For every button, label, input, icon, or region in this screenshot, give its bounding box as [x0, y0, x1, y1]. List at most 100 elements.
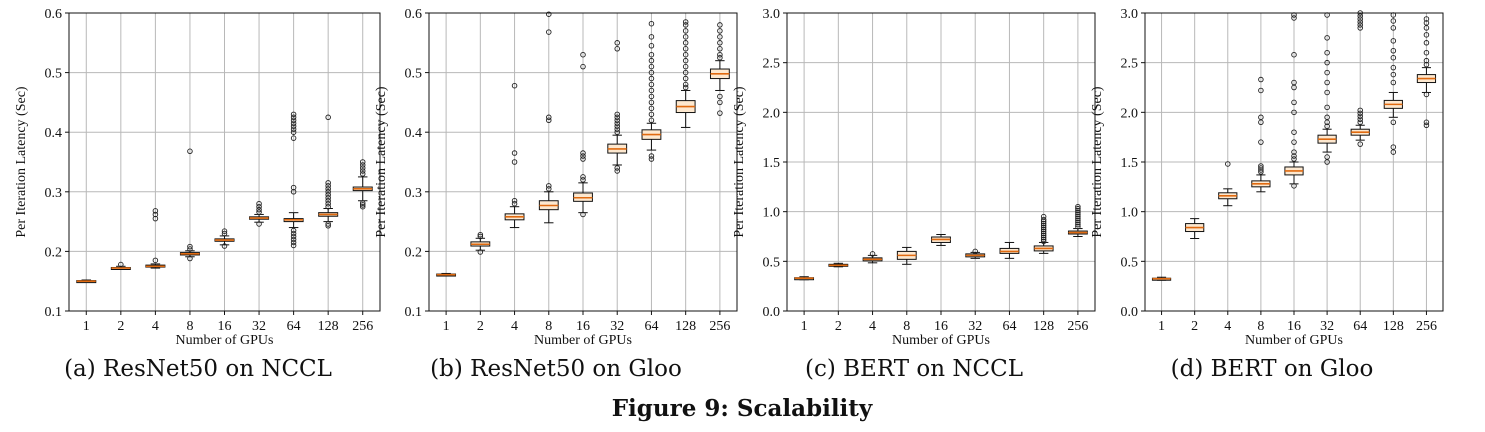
outlier-point [221, 243, 228, 249]
outlier-point [1390, 71, 1397, 78]
outlier-point [972, 248, 978, 255]
y-tick-label: 0.4 [45, 126, 63, 141]
x-tick-label: 1 [1158, 319, 1165, 334]
outlier-point [256, 203, 262, 210]
x-tick-label: 4 [1224, 319, 1231, 334]
outlier-point [359, 162, 366, 168]
outlier-point [580, 63, 586, 70]
outlier-point [682, 84, 689, 91]
outlier-point [1040, 216, 1047, 223]
outlier-point [648, 111, 655, 118]
box-4 [862, 251, 883, 264]
outlier-point [614, 117, 620, 124]
box-2 [828, 262, 849, 268]
outlier-point [1291, 129, 1297, 135]
x-tick-label: 8 [903, 319, 910, 334]
outlier-point [717, 28, 723, 34]
x-axis-label: Number of GPUs [534, 333, 632, 348]
y-tick-label: 2.5 [1121, 57, 1139, 72]
outlier-point [682, 28, 689, 34]
outlier-point [546, 186, 552, 192]
box-32 [607, 40, 628, 174]
y-tick-label: 0.5 [45, 67, 63, 82]
outlier-point [290, 129, 297, 135]
outlier-point [648, 43, 655, 49]
outlier-point [187, 246, 193, 252]
y-tick-label: 2.0 [763, 106, 781, 121]
y-tick-label: 3.0 [1121, 7, 1139, 22]
box-16 [1284, 12, 1304, 189]
x-tick-label: 1 [801, 319, 808, 334]
chart-panel-2: 0.0 0.5 1.0 1.5 2.0 2.5 3.0 1 2 4 8 16 32 64 128 256 Num… [732, 7, 1096, 348]
box-128 [1383, 12, 1403, 155]
x-tick-label: 2 [117, 319, 124, 334]
box-1 [436, 272, 457, 277]
outlier-point [1075, 219, 1081, 226]
outlier-point [359, 168, 366, 174]
outlier-point [1291, 99, 1297, 106]
outlier-point [325, 189, 331, 195]
x-axis-label: Number of GPUs [176, 333, 274, 348]
outlier-point [1390, 38, 1397, 44]
outlier-point [1357, 22, 1363, 28]
outlier-point [614, 129, 620, 135]
box-256 [1416, 16, 1437, 128]
y-tick-label: 1.0 [763, 206, 781, 221]
x-tick-label: 8 [1257, 319, 1264, 334]
outlier-point [717, 54, 723, 61]
y-tick-label: 0.5 [405, 67, 423, 82]
outlier-point [325, 200, 331, 207]
outlier-point [682, 69, 689, 76]
outlier-point [717, 34, 723, 40]
outlier-point [1423, 49, 1430, 56]
outlier-point [648, 69, 655, 76]
outlier-point [1040, 230, 1047, 237]
outlier-point [290, 120, 297, 127]
x-tick-label: 2 [477, 319, 484, 334]
outlier-point [256, 200, 262, 207]
outlier-point [1291, 149, 1297, 155]
outlier-point [682, 22, 689, 28]
outlier-point [1291, 109, 1297, 116]
outlier-point [682, 63, 689, 70]
box-4 [504, 82, 525, 229]
outlier-point [325, 197, 331, 204]
x-tick-label: 8 [545, 319, 552, 334]
outlier-point [290, 242, 297, 249]
y-tick-label: 0.4 [405, 126, 423, 141]
outlier-point [648, 20, 655, 27]
outlier-point [1390, 79, 1397, 86]
outlier-point [325, 195, 331, 201]
outlier-point [290, 233, 297, 240]
outlier-point [614, 114, 620, 121]
outlier-point [1291, 15, 1297, 21]
outlier-point [1324, 79, 1330, 86]
y-tick-label: 0.1 [45, 305, 63, 320]
outlier-point [1075, 215, 1081, 222]
outlier-point [1390, 144, 1397, 150]
outlier-point [1075, 207, 1081, 214]
y-tick-label: 0.1 [405, 305, 423, 320]
y-axis-label: Per Iteration Latency (Sec) [374, 86, 389, 238]
outlier-point [580, 150, 586, 156]
x-tick-label: 2 [1191, 319, 1198, 334]
outlier-point [1324, 89, 1330, 96]
outlier-point [290, 239, 297, 246]
x-tick-label: 1 [443, 319, 450, 334]
y-tick-label: 3.0 [763, 7, 781, 22]
chart-panel-0: 0.1 0.2 0.3 0.4 0.5 0.6 1 2 4 8 16 32 64 128 256 Number… [14, 7, 381, 348]
outlier-point [717, 110, 723, 116]
x-tick-label: 256 [709, 319, 730, 334]
outlier-point [1324, 69, 1330, 76]
outlier-point [1258, 87, 1264, 94]
box-256 [1067, 203, 1088, 237]
outlier-point [290, 230, 297, 237]
box-32 [965, 248, 986, 259]
outlier-point [1324, 154, 1330, 160]
x-tick-label: 256 [352, 319, 373, 334]
outlier-point [187, 243, 193, 250]
outlier-point [614, 126, 620, 132]
outlier-point [1390, 18, 1397, 24]
outlier-point [717, 40, 723, 46]
x-tick-label: 64 [1002, 319, 1016, 334]
